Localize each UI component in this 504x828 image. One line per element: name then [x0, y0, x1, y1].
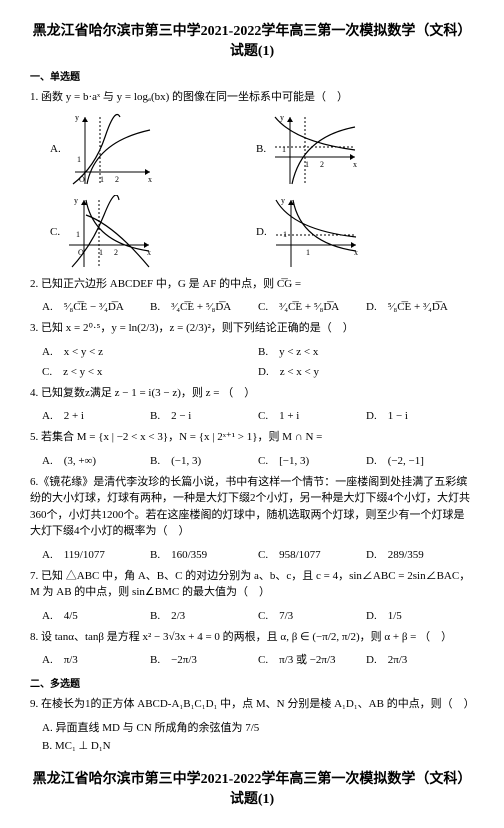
q8-a[interactable]: A. π/3 — [42, 651, 150, 667]
svg-text:1: 1 — [100, 175, 104, 184]
q9-b[interactable]: B. MC₁ ⊥ D₁N — [42, 739, 474, 752]
graph-c-icon: xy O12 1 — [64, 195, 154, 270]
q7-b[interactable]: B. 2/3 — [150, 607, 258, 623]
q5-c[interactable]: C. [−1, 3) — [258, 452, 366, 468]
q6-d[interactable]: D. 289/359 — [366, 546, 474, 562]
q6-b[interactable]: B. 160/359 — [150, 546, 258, 562]
graph-a-icon: xy O12 1 — [65, 112, 155, 187]
section-single: 一、单选题 — [30, 68, 474, 83]
svg-text:x: x — [148, 175, 152, 184]
svg-text:y: y — [281, 196, 285, 205]
svg-text:y: y — [74, 196, 78, 205]
svg-text:1: 1 — [77, 155, 81, 164]
q4-c[interactable]: C. 1 + i — [258, 407, 366, 423]
q1-text: 1. 函数 y = b·aˣ 与 y = logₐ(bx) 的图像在同一坐标系中… — [30, 89, 474, 106]
q8-d[interactable]: D. 2π/3 — [366, 651, 474, 667]
q2-d[interactable]: D. ⁵⁄₈C͞E + ³⁄₄D͞A — [366, 298, 474, 314]
q1-graphs: A. xy O12 1 B. xy 112 C. xy — [50, 112, 454, 270]
q5-a[interactable]: A. (3, +∞) — [42, 452, 150, 468]
page-title: 黑龙江省哈尔滨市第三中学2021-2022学年高三第一次模拟数学（文科）试题(1… — [30, 20, 474, 60]
svg-text:x: x — [353, 160, 357, 169]
q6-a[interactable]: A. 119/1077 — [42, 546, 150, 562]
svg-text:2: 2 — [114, 248, 118, 257]
q6-c[interactable]: C. 958/1077 — [258, 546, 366, 562]
svg-text:x: x — [354, 248, 358, 257]
page-footer: 黑龙江省哈尔滨市第三中学2021-2022学年高三第一次模拟数学（文科）试题(1… — [30, 768, 474, 808]
q4-d[interactable]: D. 1 − i — [366, 407, 474, 423]
q5-text: 5. 若集合 M = {x | −2 < x < 3}，N = {x | 2ˣ⁺… — [30, 429, 474, 446]
q4-a[interactable]: A. 2 + i — [42, 407, 150, 423]
q5-d[interactable]: D. (−2, −1] — [366, 452, 474, 468]
q9-a[interactable]: A. 异面直线 MD 与 CN 所成角的余弦值为 7/5 — [42, 719, 474, 735]
q7-text: 7. 已知 △ABC 中，角 A、B、C 的对边分别为 a、b、c，且 c = … — [30, 568, 474, 601]
q5-b[interactable]: B. (−1, 3) — [150, 452, 258, 468]
svg-text:1: 1 — [306, 248, 310, 257]
svg-text:2: 2 — [115, 175, 119, 184]
q2-b[interactable]: B. ³⁄₄C͞E + ⁵⁄₈D͞A — [150, 298, 258, 314]
svg-text:2: 2 — [320, 160, 324, 169]
q4-text: 4. 已知复数z满足 z − 1 = i(3 − z)，则 z = （ ） — [30, 385, 474, 402]
q7-d[interactable]: D. 1/5 — [366, 607, 474, 623]
label-c: C. — [50, 226, 60, 238]
q3-text: 3. 已知 x = 2⁰·⁵，y = ln(2/3)，z = (2/3)²，则下… — [30, 320, 474, 337]
opt-a[interactable]: A. xy O12 1 — [50, 112, 248, 187]
q3-a[interactable]: A. x < y < z — [42, 343, 258, 359]
q9-text: 9. 在棱长为1的正方体 ABCD-A₁B₁C₁D₁ 中，点 M、N 分别是棱 … — [30, 696, 474, 713]
q4-b[interactable]: B. 2 − i — [150, 407, 258, 423]
q3-b[interactable]: B. y < z < x — [258, 343, 474, 359]
q3-c[interactable]: C. z < y < x — [42, 363, 258, 379]
svg-text:x: x — [147, 248, 151, 257]
section-multi: 二、多选题 — [30, 675, 474, 690]
q2-a[interactable]: A. ⁵⁄₈C͞E − ³⁄₄D͞A — [42, 298, 150, 314]
svg-text:y: y — [75, 113, 79, 122]
opt-c[interactable]: C. xy O12 1 — [50, 195, 248, 270]
q8-b[interactable]: B. −2π/3 — [150, 651, 258, 667]
svg-text:1: 1 — [76, 230, 80, 239]
svg-text:y: y — [280, 113, 284, 122]
label-b: B. — [256, 143, 266, 155]
svg-text:1: 1 — [282, 145, 286, 154]
q2-c[interactable]: C. ³⁄₄C͞E + ⁵⁄₈D͞A — [258, 298, 366, 314]
q3-d[interactable]: D. z < x < y — [258, 363, 474, 379]
q7-a[interactable]: A. 4/5 — [42, 607, 150, 623]
q8-c[interactable]: C. π/3 或 −2π/3 — [258, 651, 366, 667]
svg-text:1: 1 — [99, 248, 103, 257]
q6-text: 6.《镜花缘》是清代李汝珍的长篇小说，书中有这样一个情节：一座楼阁到处挂满了五彩… — [30, 474, 474, 540]
svg-text:1: 1 — [305, 160, 309, 169]
opt-b[interactable]: B. x y 1 1 2 — [256, 112, 454, 187]
opt-d[interactable]: D. xy 11 — [256, 195, 454, 270]
graph-b-icon: x y 1 1 2 — [270, 112, 360, 187]
graph-d-icon: xy 11 — [271, 195, 361, 270]
q8-text: 8. 设 tanα、tanβ 是方程 x² − 3√3x + 4 = 0 的两根… — [30, 629, 474, 646]
q2-text: 2. 已知正六边形 ABCDEF 中，G 是 AF 的中点，则 C͞G = — [30, 276, 474, 293]
label-d: D. — [256, 226, 267, 238]
q7-c[interactable]: C. 7/3 — [258, 607, 366, 623]
label-a: A. — [50, 143, 61, 155]
